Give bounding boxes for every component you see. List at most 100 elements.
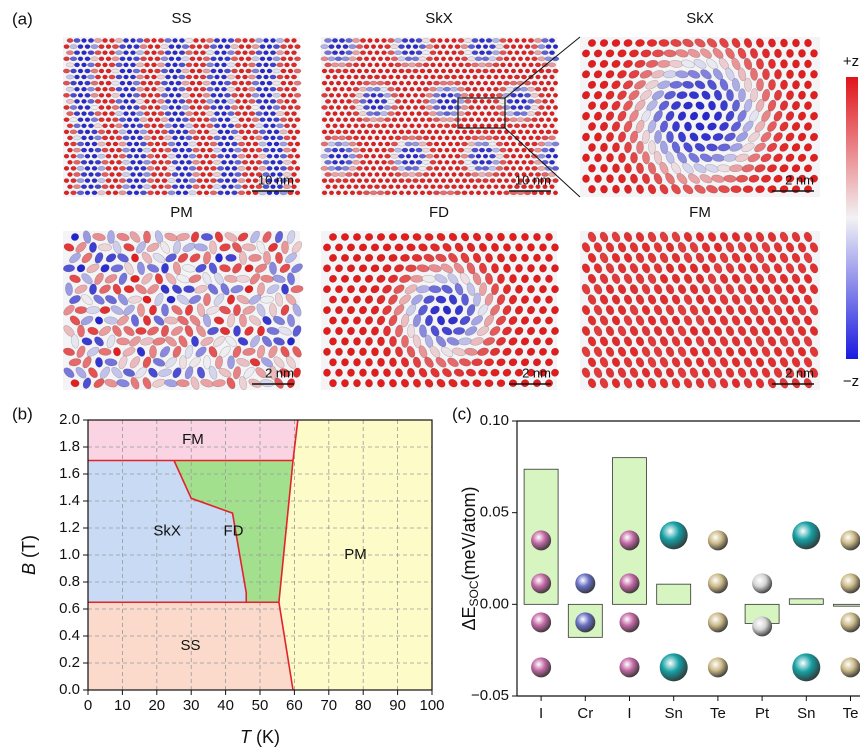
spin: [629, 242, 639, 253]
spin: [167, 153, 176, 159]
spin: [809, 326, 819, 336]
y-tick-label: 1.8: [59, 438, 80, 455]
spin: [810, 70, 818, 79]
spin: [136, 38, 144, 43]
spin: [63, 190, 70, 196]
y-tick-label: 0.4: [59, 627, 80, 644]
spin: [767, 253, 777, 263]
spin: [415, 38, 423, 43]
spin: [161, 166, 168, 171]
spin: [108, 99, 116, 104]
spin: [88, 159, 94, 165]
spin: [219, 326, 231, 336]
phase-region: [174, 460, 294, 603]
spin: [645, 80, 659, 90]
spin: [99, 284, 111, 294]
spin: [332, 86, 338, 92]
spin: [185, 135, 193, 141]
spin: [203, 153, 210, 159]
x-tick-label: 60: [286, 697, 303, 714]
spin: [342, 68, 349, 74]
scale-label: 2 nm: [522, 365, 551, 380]
spin: [506, 99, 514, 104]
spin: [779, 273, 789, 284]
spin: [76, 345, 86, 358]
spin: [191, 159, 201, 165]
spin: [356, 56, 363, 62]
spin: [230, 285, 244, 294]
spin: [810, 49, 818, 58]
spin: [70, 379, 80, 388]
spin: [468, 129, 475, 135]
spin: [398, 190, 405, 196]
spin: [275, 50, 285, 56]
spin: [451, 147, 457, 153]
spin: [353, 358, 361, 367]
spin: [225, 254, 237, 262]
spin: [189, 56, 196, 62]
spin: [395, 184, 401, 190]
spin: [86, 74, 96, 80]
spin: [335, 105, 342, 110]
spin: [93, 38, 103, 43]
spin: [695, 336, 705, 347]
spin: [423, 295, 435, 304]
spin: [406, 345, 416, 358]
spin: [767, 294, 777, 305]
spin: [552, 105, 559, 110]
spin: [472, 86, 478, 92]
spin: [508, 358, 518, 367]
spin: [418, 166, 427, 171]
colorbar-bottom: −z: [843, 373, 859, 390]
spin: [542, 184, 548, 190]
spin: [581, 242, 591, 253]
spin: [393, 284, 405, 294]
spin: [442, 368, 452, 378]
spin: [71, 334, 79, 349]
spin: [334, 166, 343, 171]
spin: [269, 303, 277, 318]
spin: [623, 120, 633, 133]
spin: [587, 357, 597, 368]
spin: [731, 99, 741, 112]
spin: [294, 129, 301, 135]
spin: [505, 86, 515, 92]
spin: [393, 147, 403, 153]
spin: [767, 273, 777, 284]
spin: [766, 142, 778, 153]
spin: [503, 44, 510, 49]
spin: [641, 283, 651, 295]
spin: [363, 44, 370, 49]
spin: [791, 164, 801, 173]
spin: [235, 62, 241, 68]
spin: [245, 141, 252, 147]
spin: [97, 243, 113, 252]
spin: [94, 135, 102, 141]
spin: [324, 99, 332, 104]
spin: [370, 141, 377, 147]
spin: [444, 99, 450, 104]
spin: [224, 141, 231, 147]
spin: [538, 178, 545, 183]
spin: [508, 337, 518, 346]
spin: [80, 315, 94, 326]
spin: [779, 143, 789, 152]
spin: [217, 117, 224, 123]
spin: [130, 147, 136, 153]
spin: [90, 68, 99, 74]
spin: [328, 92, 335, 98]
spin: [548, 38, 556, 43]
spin: [415, 50, 423, 56]
spin: [151, 111, 157, 116]
spin: [63, 178, 70, 183]
spin: [94, 252, 104, 264]
spin: [524, 178, 531, 183]
spin: [731, 378, 741, 389]
spin: [339, 74, 345, 80]
spin: [653, 326, 663, 336]
spin: [87, 62, 95, 68]
spin: [454, 153, 461, 159]
spin: [521, 184, 527, 190]
spin: [181, 56, 190, 62]
spin: [291, 123, 297, 129]
